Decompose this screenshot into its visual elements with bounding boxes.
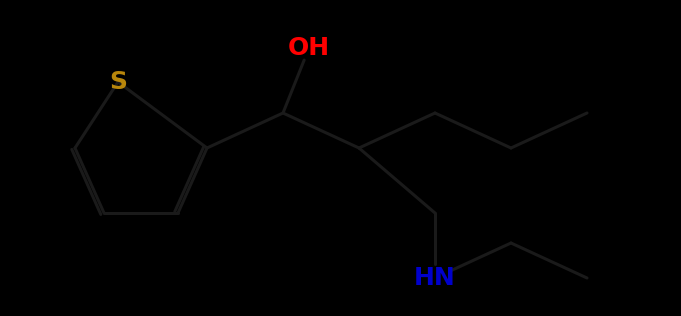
Text: HN: HN [414,266,456,290]
Text: OH: OH [288,36,330,60]
Text: S: S [109,70,127,94]
